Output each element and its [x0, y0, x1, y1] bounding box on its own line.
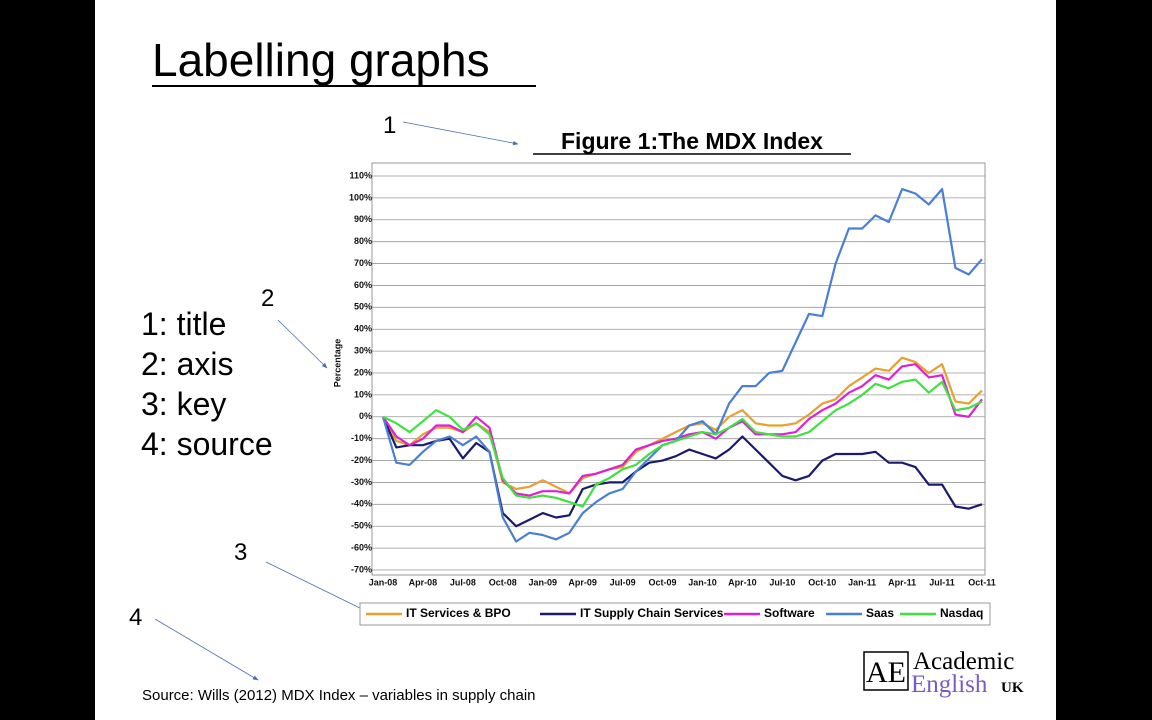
- arrow: [265, 561, 369, 613]
- y-tick-label: 50%: [354, 302, 372, 312]
- y-tick-label: 20%: [354, 367, 372, 377]
- legend-label: IT Supply Chain Services: [580, 606, 724, 620]
- list-item: 2: axis: [141, 346, 233, 382]
- arrows: [154, 121, 519, 681]
- y-tick-label: -40%: [351, 499, 372, 509]
- y-tick-label: 90%: [354, 214, 372, 224]
- list-item: 1: title: [141, 306, 226, 342]
- list-item: 3: key: [141, 386, 226, 422]
- logo-mark: AE: [866, 656, 906, 689]
- x-tick-label: Jul-10: [769, 577, 795, 587]
- series-line: [382, 378, 983, 508]
- y-axis-label: Percentage: [332, 339, 342, 388]
- x-tick-label: Jul-08: [450, 577, 476, 587]
- x-tick-label: Oct-10: [808, 577, 836, 587]
- series-line: [381, 416, 983, 528]
- logo-text: English: [911, 671, 988, 698]
- arrow: [277, 319, 328, 369]
- logo-text: Academic: [913, 648, 1014, 675]
- plot-frame: [371, 162, 986, 576]
- legend-label: IT Services & BPO: [406, 606, 511, 620]
- series-line: [381, 188, 983, 543]
- y-tick-label: 110%: [349, 170, 372, 180]
- y-tick-label: 10%: [354, 389, 372, 399]
- slide-background: [95, 0, 1056, 720]
- x-tick-label: Oct-09: [649, 577, 677, 587]
- y-tick-label: 40%: [354, 324, 372, 334]
- x-tick-label: Jul-09: [610, 577, 636, 587]
- logo-box: [863, 651, 909, 691]
- x-tick-label: Apr-08: [409, 577, 438, 587]
- callout: 2: [261, 285, 274, 312]
- y-tick-label: -30%: [351, 477, 372, 487]
- y-tick-label: 100%: [349, 192, 372, 202]
- y-tick-label: 30%: [354, 345, 372, 355]
- logo-text: UK: [1001, 680, 1024, 696]
- x-tick-label: Jan-09: [528, 577, 557, 587]
- x-tick-label: Oct-08: [489, 577, 517, 587]
- list-item: 4: source: [141, 426, 273, 462]
- y-tick-label: -50%: [351, 521, 372, 531]
- legend-label: Saas: [866, 606, 894, 620]
- y-tick-label: -70%: [351, 564, 372, 574]
- legend-label: Nasdaq: [940, 606, 983, 620]
- x-tick-label: Jul-11: [929, 577, 955, 587]
- logo: AE Academic English UK: [863, 648, 1024, 698]
- callout: 3: [234, 539, 247, 566]
- x-tick-label: Jan-08: [369, 577, 398, 587]
- series-line: [382, 363, 983, 497]
- y-tick-label: -10%: [351, 433, 372, 443]
- plot: 110% 100% 90% 80% 70% 60% 50% 40% 30% 20% 10% 0% -10…: [349, 170, 996, 620]
- y-tick-label: 60%: [354, 280, 372, 290]
- x-tick-label: Apr-09: [568, 577, 597, 587]
- callout: 1: [383, 112, 396, 139]
- y-tick-label: 70%: [354, 258, 372, 268]
- x-tick-label: Jan-10: [688, 577, 717, 587]
- x-tick-label: Jan-11: [848, 577, 876, 587]
- x-tick-label: Apr-11: [888, 577, 916, 587]
- x-tick-label: Apr-10: [728, 577, 757, 587]
- source: Source: Wills (2012) MDX Index – variabl…: [142, 687, 536, 704]
- y-tick-label: 80%: [354, 236, 372, 246]
- y-tick-label: 0%: [359, 411, 372, 421]
- legend-label: Software: [764, 606, 815, 620]
- chart-title: Figure 1:The MDX Index: [561, 128, 823, 154]
- list: 1: title 2: axis 3: key 4: source: [141, 306, 273, 462]
- callout: 4: [129, 604, 142, 631]
- arrow: [154, 618, 259, 681]
- arrow: [402, 121, 519, 146]
- y-tick-label: -60%: [351, 542, 372, 552]
- y-tick-label: -20%: [351, 455, 372, 465]
- x-tick-label: Oct-11: [968, 577, 996, 587]
- legend-box: [359, 602, 991, 626]
- slide-title: Labelling graphs: [152, 34, 490, 86]
